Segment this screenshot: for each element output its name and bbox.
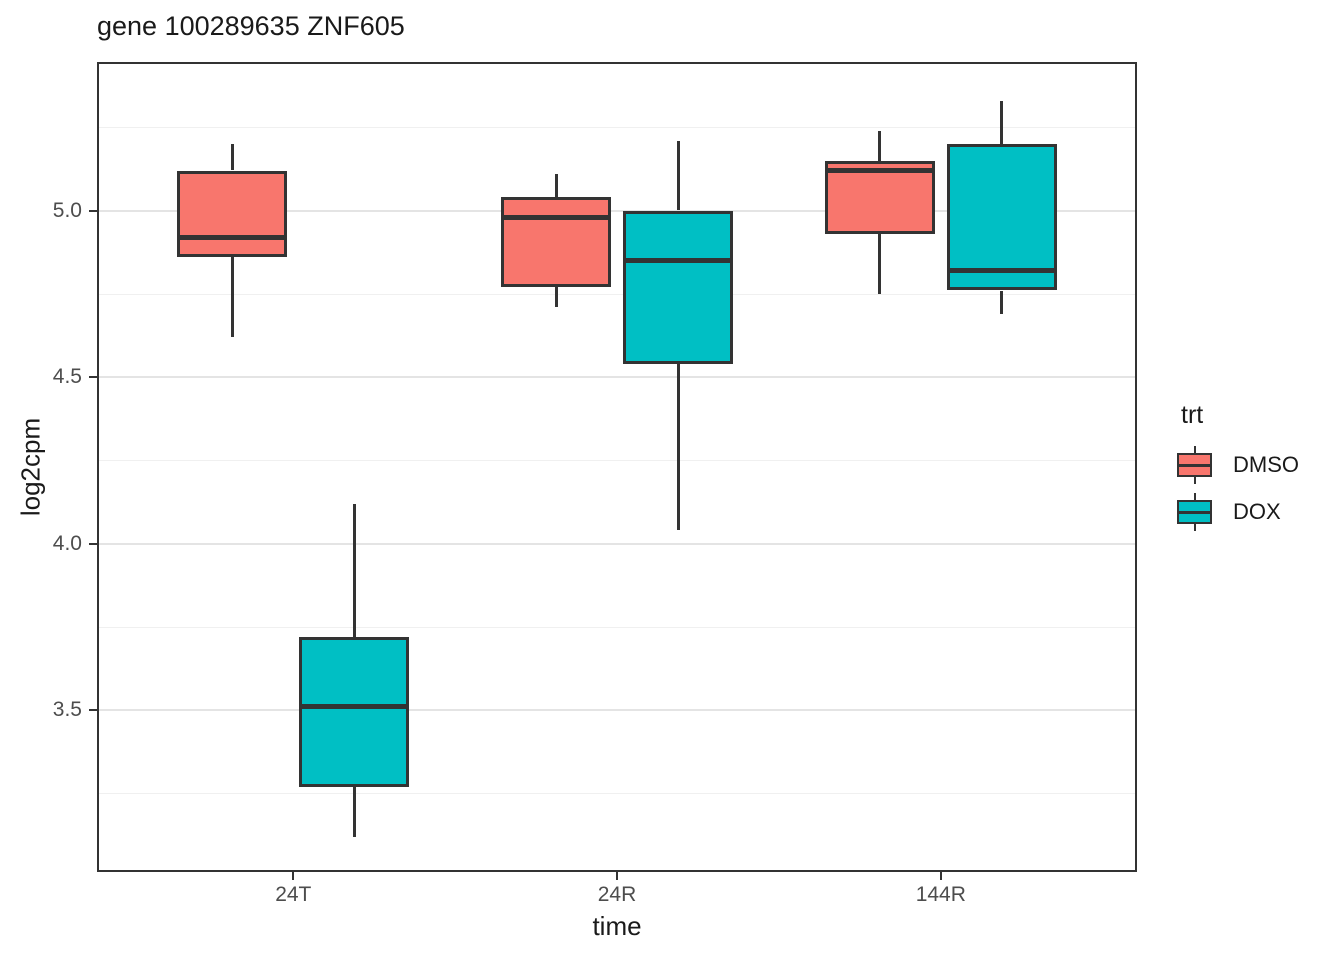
median-dox-24r: [623, 258, 733, 263]
whisker-lower-dox-24r: [676, 363, 680, 531]
y-tick-label: 5.0: [52, 198, 82, 222]
y-tick-label: 4.0: [52, 531, 82, 555]
whisker-lower-dox-144r: [1000, 290, 1004, 314]
gridline-minor: [99, 460, 1135, 462]
plot-panel: [97, 62, 1137, 872]
whisker-upper-dmso-24t: [230, 143, 234, 171]
y-axis-title: log2cpm: [15, 417, 46, 517]
y-tick-mark: [89, 209, 97, 212]
whisker-lower-dmso-144r: [878, 233, 882, 294]
median-dox-144r: [946, 268, 1057, 273]
box-dox-144r: [946, 143, 1057, 291]
key-median-line: [1179, 510, 1210, 514]
whisker-upper-dox-24t: [352, 503, 356, 637]
median-dmso-144r: [824, 168, 935, 174]
whisker-lower-dox-24t: [352, 786, 356, 837]
key-median-line: [1179, 463, 1210, 467]
y-tick-label: 3.5: [52, 698, 82, 722]
legend: trt DMSO DOX: [1177, 401, 1299, 540]
median-dmso-24t: [177, 234, 288, 240]
box-dox-24t: [299, 636, 410, 787]
whisker-upper-dmso-24r: [554, 173, 558, 198]
y-tick-label: 4.5: [52, 365, 82, 389]
gridline-minor: [99, 293, 1135, 295]
whisker-lower-dmso-24t: [230, 257, 234, 338]
whisker-upper-dox-24r: [676, 140, 680, 211]
whisker-lower-dmso-24r: [554, 287, 558, 308]
legend-label-dox: DOX: [1233, 499, 1281, 524]
box-dox-24r: [623, 210, 733, 364]
chart-title: gene 100289635 ZNF605: [97, 11, 405, 41]
whisker-upper-dox-144r: [1000, 100, 1004, 144]
x-tick-mark: [616, 872, 618, 880]
gridline-minor: [99, 127, 1135, 129]
gridline-minor: [99, 626, 1135, 628]
gridline-minor: [99, 793, 1135, 795]
y-tick-mark: [89, 376, 97, 379]
boxplot-key-icon-dmso: [1177, 446, 1212, 484]
gridline-major: [99, 542, 1135, 545]
legend-title: trt: [1181, 401, 1204, 429]
y-tick-mark: [89, 709, 97, 712]
legend-label-dmso: DMSO: [1233, 452, 1299, 477]
x-tick-label: 24T: [275, 883, 312, 906]
x-tick-mark: [292, 872, 295, 880]
legend-item-dox: DOX: [1177, 493, 1299, 531]
gridline-major: [99, 209, 1135, 212]
median-dox-24t: [299, 704, 410, 710]
x-axis-title: time: [592, 911, 642, 941]
whisker-upper-dmso-144r: [878, 130, 882, 161]
boxplot-key-icon-dox: [1177, 493, 1212, 531]
box-dmso-24r: [501, 197, 611, 288]
median-dmso-24r: [501, 214, 611, 220]
x-tick-label: 144R: [915, 883, 966, 906]
x-tick-label: 24R: [597, 883, 637, 906]
legend-item-dmso: DMSO: [1177, 446, 1299, 484]
box-dmso-24t: [177, 170, 288, 258]
x-tick-mark: [939, 872, 942, 880]
gridline-major: [99, 376, 1135, 379]
gridline-major: [99, 709, 1135, 712]
y-tick-mark: [89, 542, 97, 545]
